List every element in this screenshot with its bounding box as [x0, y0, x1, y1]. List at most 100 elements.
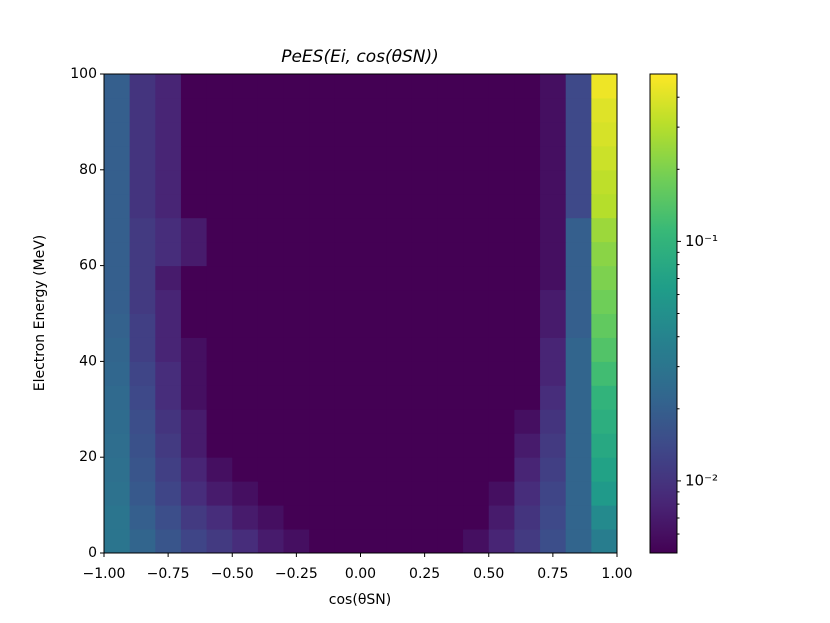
heatmap-cell	[180, 505, 208, 530]
heatmap-cell	[514, 505, 541, 530]
heatmap-cell	[360, 169, 387, 195]
heatmap-cell	[514, 169, 541, 195]
heatmap-cell	[514, 74, 541, 99]
heatmap-cell	[437, 409, 464, 434]
y-tick-label: 0	[88, 545, 97, 561]
heatmap-cell	[129, 193, 156, 219]
heatmap-cell	[180, 409, 208, 434]
heatmap-cell	[309, 409, 336, 434]
heatmap-cell	[411, 217, 438, 243]
heatmap-cell	[104, 193, 131, 219]
heatmap-cell	[309, 457, 336, 482]
heatmap-cell	[411, 169, 438, 195]
heatmap-cell	[309, 74, 336, 99]
heatmap-cell	[232, 169, 259, 195]
heatmap-cell	[309, 505, 336, 530]
heatmap-cell	[232, 481, 259, 506]
heatmap-cell	[591, 505, 618, 530]
heatmap-cell	[180, 97, 208, 123]
heatmap-cell	[334, 217, 361, 243]
heatmap-cell	[540, 289, 567, 314]
heatmap-cell	[257, 433, 285, 458]
heatmap-cell	[411, 74, 438, 99]
heatmap-cell	[129, 409, 156, 434]
heatmap-cell	[360, 337, 387, 362]
heatmap-cell	[360, 97, 387, 123]
heatmap-cell	[206, 289, 233, 314]
heatmap-cell	[360, 313, 387, 338]
heatmap-cell	[232, 193, 259, 219]
heatmap-cell	[488, 265, 515, 291]
heatmap-cell	[232, 361, 259, 386]
heatmap-cell	[437, 145, 464, 171]
heatmap-cell	[129, 97, 156, 123]
heatmap-cell	[488, 433, 515, 458]
heatmap-cell	[334, 313, 361, 338]
heatmap-cell	[232, 433, 259, 458]
heatmap-cell	[591, 289, 618, 314]
heatmap-cell	[180, 265, 208, 291]
heatmap-cell	[540, 121, 567, 147]
heatmap-cell	[514, 265, 541, 291]
heatmap	[104, 74, 618, 554]
heatmap-cell	[180, 457, 208, 482]
heatmap-cell	[437, 121, 464, 147]
heatmap-cell	[232, 265, 259, 291]
colorbar-tick-label: 10⁻²	[685, 471, 718, 489]
heatmap-cell	[232, 145, 259, 171]
heatmap-cell	[488, 409, 515, 434]
heatmap-cell	[514, 409, 541, 434]
heatmap-cell	[386, 361, 413, 386]
heatmap-cell	[488, 289, 515, 314]
heatmap-cell	[206, 361, 233, 386]
heatmap-cell	[565, 313, 592, 338]
heatmap-cell	[309, 385, 336, 410]
heatmap-cell	[309, 217, 336, 243]
heatmap-cell	[591, 265, 618, 291]
heatmap-cell	[488, 337, 515, 362]
heatmap-cell	[565, 74, 592, 99]
heatmap-cell	[591, 529, 618, 554]
heatmap-cell	[309, 289, 336, 314]
heatmap-cell	[488, 145, 515, 171]
heatmap-cell	[257, 385, 285, 410]
heatmap-cell	[591, 337, 618, 362]
heatmap-cell	[129, 337, 156, 362]
heatmap-cell	[540, 409, 567, 434]
heatmap-cell	[155, 457, 182, 482]
y-tick-label: 40	[79, 353, 97, 369]
heatmap-cell	[540, 529, 567, 554]
heatmap-cell	[155, 337, 182, 362]
heatmap-cell	[129, 481, 156, 506]
heatmap-cell	[540, 241, 567, 267]
heatmap-cell	[129, 121, 156, 147]
heatmap-cell	[386, 481, 413, 506]
heatmap-cell	[514, 457, 541, 482]
heatmap-cell	[540, 97, 567, 123]
heatmap-cell	[309, 265, 336, 291]
heatmap-cell	[257, 265, 285, 291]
heatmap-cell	[540, 457, 567, 482]
heatmap-cell	[334, 457, 361, 482]
heatmap-cell	[360, 121, 387, 147]
heatmap-cell	[565, 385, 592, 410]
heatmap-cell	[463, 265, 490, 291]
heatmap-cell	[129, 385, 156, 410]
heatmap-cell	[488, 505, 515, 530]
heatmap-cell	[334, 289, 361, 314]
heatmap-cell	[104, 121, 131, 147]
heatmap-cell	[257, 313, 285, 338]
heatmap-cell	[232, 241, 259, 267]
heatmap-cell	[488, 457, 515, 482]
heatmap-cell	[437, 265, 464, 291]
heatmap-cell	[591, 169, 618, 195]
heatmap-cell	[283, 409, 310, 434]
heatmap-cell	[206, 385, 233, 410]
heatmap-cell	[257, 529, 285, 554]
heatmap-cell	[180, 337, 208, 362]
heatmap-cell	[334, 481, 361, 506]
heatmap-cell	[411, 409, 438, 434]
heatmap-cell	[257, 337, 285, 362]
heatmap-cell	[232, 385, 259, 410]
heatmap-cell	[411, 265, 438, 291]
